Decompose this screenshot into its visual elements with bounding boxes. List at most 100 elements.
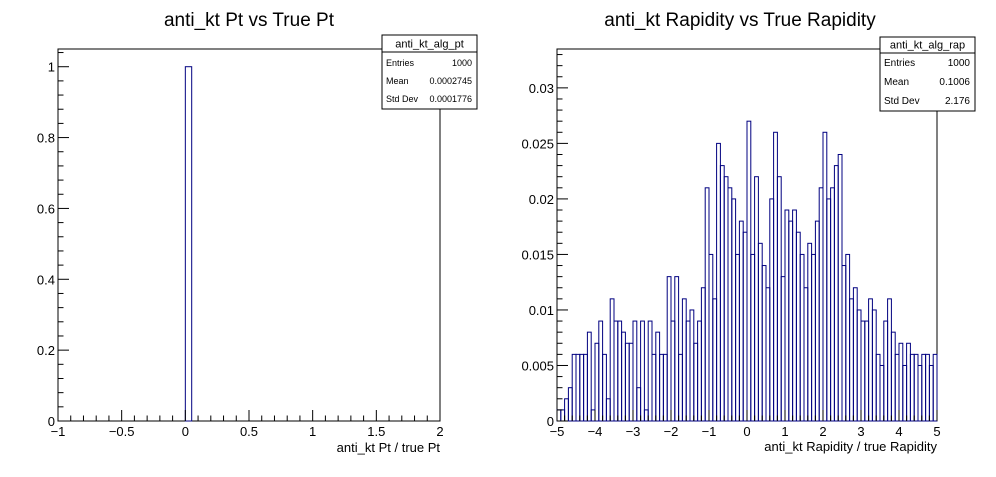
histogram-bin [928, 364, 934, 422]
x-tick-label: −3 [626, 424, 641, 439]
y-axis: 0 0.2 0.4 0.6 0.8 1 [37, 52, 69, 429]
histogram-bin [932, 353, 938, 422]
histogram-bin [609, 298, 615, 422]
histogram-bin [575, 353, 581, 422]
histogram-bin [647, 320, 653, 422]
histogram-bin [605, 398, 611, 422]
rapidity-ratio-histogram: anti_kt Rapidity vs True Rapidity −5 −4 −3… [521, 10, 976, 454]
histogram-bin [693, 342, 699, 422]
histogram-bin [697, 320, 702, 422]
histogram-bin [814, 220, 820, 422]
histogram-bin [674, 276, 680, 422]
histogram-bin [560, 409, 566, 422]
histogram-bin [807, 242, 813, 422]
histogram-bin [602, 353, 607, 422]
histogram-bin [731, 198, 737, 422]
histogram-bin [883, 320, 889, 422]
histogram-bin [826, 198, 832, 422]
histogram-bin [571, 353, 577, 422]
x-tick-label: 5 [933, 424, 940, 439]
histogram-bin [738, 220, 744, 422]
y-tick-label: 0.005 [521, 358, 554, 373]
histogram-bin [864, 320, 870, 422]
histogram-bin [632, 320, 638, 422]
histogram-bin [769, 198, 775, 422]
histogram-bin [773, 131, 778, 422]
stats-mean-label: Mean [386, 76, 409, 86]
histogram-bin [925, 353, 930, 422]
histogram-bin [818, 187, 824, 422]
x-tick-label: −5 [550, 424, 565, 439]
histogram-bin [902, 364, 908, 422]
pt-ratio-histogram: anti_kt Pt vs True Pt −1 −0.5 0 0.5 1 1.5 2 00… [37, 10, 478, 455]
histogram-bin [757, 242, 763, 422]
histogram-bin [685, 320, 691, 422]
histogram-bin [909, 353, 915, 422]
stats-box-name: anti_kt_alg_rap [890, 40, 965, 52]
histogram-bin [799, 253, 805, 422]
stats-box: anti_kt_alg_pt Entries 1000 Mean 0.00027… [381, 34, 478, 110]
x-tick-label: −4 [588, 424, 603, 439]
histogram-bin [712, 298, 718, 422]
histogram-bin [735, 253, 740, 422]
y-tick-label: 0.025 [521, 136, 554, 151]
histogram-bin [784, 209, 790, 422]
histogram-bin [719, 165, 725, 422]
histogram-bin [727, 187, 733, 422]
stats-mean-value: 0.0002745 [429, 76, 472, 86]
x-tick-label: −1 [702, 424, 717, 439]
x-axis-label: anti_kt Rapidity / true Rapidity [764, 439, 937, 454]
histogram-bin [765, 287, 771, 422]
histogram-bin [613, 320, 619, 422]
histogram-bin [780, 276, 786, 422]
histogram-bin [833, 165, 839, 422]
y-tick-label: 0.02 [529, 192, 554, 207]
x-axis-label: anti_kt Pt / true Pt [337, 440, 441, 455]
histogram-bin [879, 364, 885, 422]
histogram-bin [617, 320, 623, 422]
histogram-bin [845, 253, 851, 422]
histogram-bin [590, 409, 596, 422]
histogram-bars [556, 120, 938, 422]
histogram-bin [742, 231, 748, 422]
histogram-bin [567, 387, 573, 422]
histogram-bin [890, 331, 896, 422]
histogram-bin [704, 187, 710, 422]
histogram-bin [894, 353, 900, 422]
x-tick-label: 0.5 [240, 424, 258, 439]
histogram-bin [856, 309, 862, 422]
histogram-bin [681, 298, 687, 422]
y-tick-label: 1 [48, 60, 55, 75]
histogram-bin [860, 320, 866, 422]
x-axis: −1 −0.5 0 0.5 1 1.5 2 [51, 410, 444, 439]
x-axis: −5 −4 −3 −2 −1 0 1 2 3 4 5 [550, 410, 941, 439]
y-tick-label: 0.015 [521, 247, 554, 262]
histogram-bin [921, 353, 927, 422]
histogram-bin [723, 176, 729, 422]
histogram-bin [583, 353, 588, 422]
histogram-bin [716, 142, 721, 422]
histogram-bin [564, 398, 569, 422]
histogram-bin [761, 265, 767, 422]
x-tick-label: 0 [182, 424, 189, 439]
stats-entries-label: Entries [386, 58, 415, 68]
x-tick-label: 1 [309, 424, 316, 439]
stats-stddev-label: Std Dev [884, 96, 920, 107]
histogram-bin [624, 342, 630, 422]
chart-title: anti_kt Rapidity vs True Rapidity [604, 10, 876, 31]
histogram-bin [841, 265, 847, 422]
stats-entries-label: Entries [884, 58, 915, 69]
histogram-bin [556, 409, 562, 422]
histogram-bin [871, 309, 877, 422]
histogram-bin [811, 253, 816, 422]
histogram-bin [700, 287, 706, 422]
stats-box-name: anti_kt_alg_pt [395, 39, 464, 51]
y-tick-label: 0 [547, 414, 554, 429]
histogram-bin [708, 253, 714, 422]
histogram-bin [898, 342, 904, 422]
stats-box-frame [381, 34, 478, 110]
histogram-bin [628, 342, 634, 422]
histogram-bars [184, 66, 193, 422]
